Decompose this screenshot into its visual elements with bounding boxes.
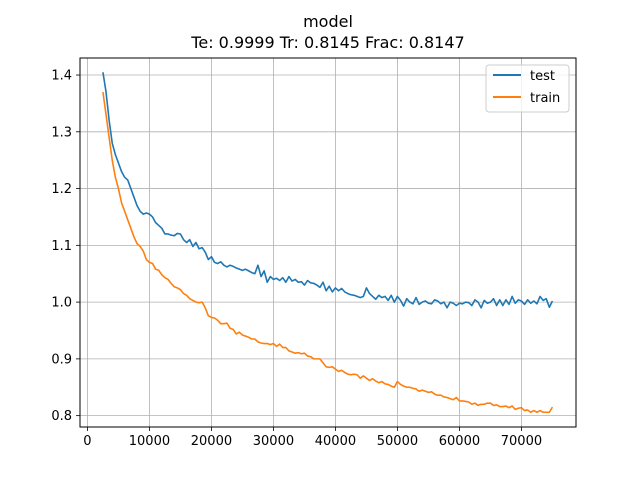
series-line-test: [102, 72, 554, 309]
x-tick-label: 70000: [501, 434, 542, 449]
y-tick-label: 1.1: [51, 239, 72, 254]
y-tick-label: 1.4: [51, 69, 72, 84]
y-tick-label: 0.8: [51, 409, 72, 424]
plot-frame: [79, 57, 577, 428]
x-tick-label: 20000: [191, 434, 232, 449]
y-tick-label: 1.3: [51, 125, 72, 140]
x-tick-label: 40000: [315, 434, 356, 449]
y-tick-label: 1.0: [51, 296, 72, 311]
axes: [79, 57, 577, 428]
chart-subtitle: Te: 0.9999 Tr: 0.8145 Frac: 0.8147: [190, 33, 464, 52]
legend: test train: [485, 64, 570, 113]
y-tick-label: 1.2: [51, 182, 72, 197]
legend-label-train: train: [530, 91, 560, 106]
axis-ticks: 0 10000 20000 30000 40000 50000 60000 70000 0.8 0…: [51, 69, 542, 449]
x-tick-label: 60000: [439, 434, 480, 449]
y-tick-label: 0.9: [51, 352, 72, 367]
legend-label-test: test: [530, 69, 555, 84]
x-tick-label: 10000: [129, 434, 170, 449]
x-tick-label: 0: [83, 434, 91, 449]
series-line-train: [102, 91, 554, 414]
series-lines: [102, 72, 554, 414]
grid-lines: [80, 58, 576, 427]
legend-box: [485, 64, 570, 113]
x-tick-label: 50000: [377, 434, 418, 449]
x-tick-label: 30000: [253, 434, 294, 449]
chart-title: model: [303, 12, 353, 31]
